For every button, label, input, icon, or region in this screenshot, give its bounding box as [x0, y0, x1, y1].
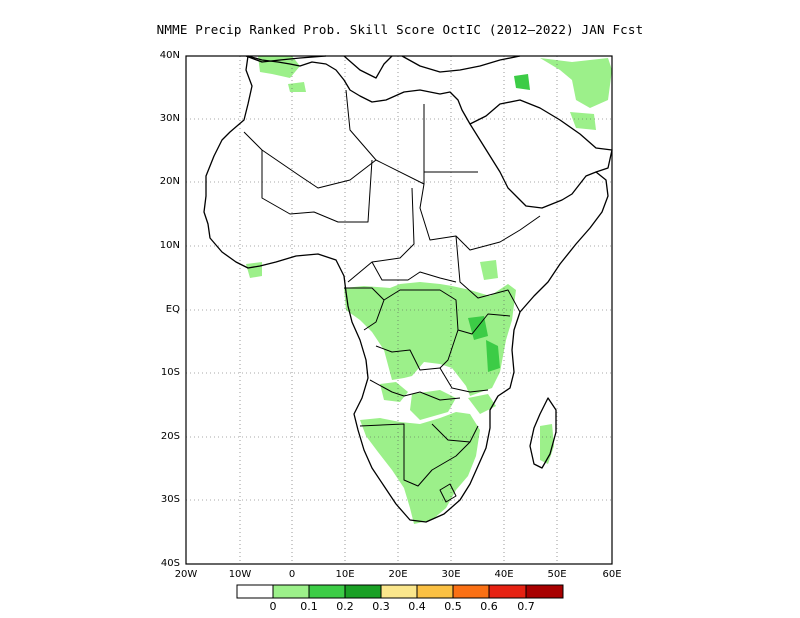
- colorbar-label-0-3: 0.3: [372, 600, 390, 613]
- colorbar-swatch-2: [272, 584, 310, 599]
- map-title: NMME Precip Ranked Prob. Skill Score Oct…: [156, 22, 644, 37]
- lon-label-0: 0: [288, 569, 296, 580]
- lon-label-60e: 60E: [602, 569, 622, 580]
- colorbar-label-0-7: 0.7: [517, 600, 535, 613]
- colorbar-label-0-6: 0.6: [480, 600, 498, 613]
- lat-label-30s: 30S: [160, 494, 180, 505]
- country-borders: [243, 89, 541, 503]
- lat-label-20s: 20S: [160, 431, 180, 442]
- colorbar: [236, 584, 564, 599]
- colorbar-swatch-1: [236, 584, 274, 599]
- gridlines: [186, 56, 612, 564]
- colorbar-swatch-7: [452, 584, 490, 599]
- lon-label-10w: 10W: [228, 569, 252, 580]
- colorbar-label-0: 0: [269, 600, 277, 613]
- skill-shading: [246, 56, 612, 524]
- lon-label-20e: 20E: [388, 569, 408, 580]
- map-frame: [185, 55, 613, 565]
- lon-label-20w: 20W: [174, 569, 198, 580]
- lat-label-40n: 40N: [159, 50, 180, 61]
- colorbar-swatch-9: [525, 584, 564, 599]
- lat-label-30n: 30N: [159, 113, 180, 124]
- colorbar-label-0-1: 0.1: [300, 600, 318, 613]
- lon-label-10e: 10E: [335, 569, 355, 580]
- coastline: [203, 55, 613, 523]
- lat-label-eq: EQ: [165, 304, 180, 315]
- colorbar-swatch-8: [488, 584, 527, 599]
- lat-label-10n: 10N: [159, 240, 180, 251]
- colorbar-swatch-5: [380, 584, 418, 599]
- colorbar-swatch-4: [344, 584, 382, 599]
- colorbar-label-0-5: 0.5: [444, 600, 462, 613]
- lat-label-10s: 10S: [160, 367, 180, 378]
- colorbar-swatch-3: [308, 584, 346, 599]
- lat-label-20n: 20N: [159, 176, 180, 187]
- colorbar-swatch-6: [416, 584, 454, 599]
- colorbar-label-0-2: 0.2: [336, 600, 354, 613]
- lon-label-30e: 30E: [441, 569, 461, 580]
- lon-label-40e: 40E: [494, 569, 514, 580]
- lat-label-40s: 40S: [160, 558, 180, 569]
- lon-label-50e: 50E: [547, 569, 567, 580]
- colorbar-label-0-4: 0.4: [408, 600, 426, 613]
